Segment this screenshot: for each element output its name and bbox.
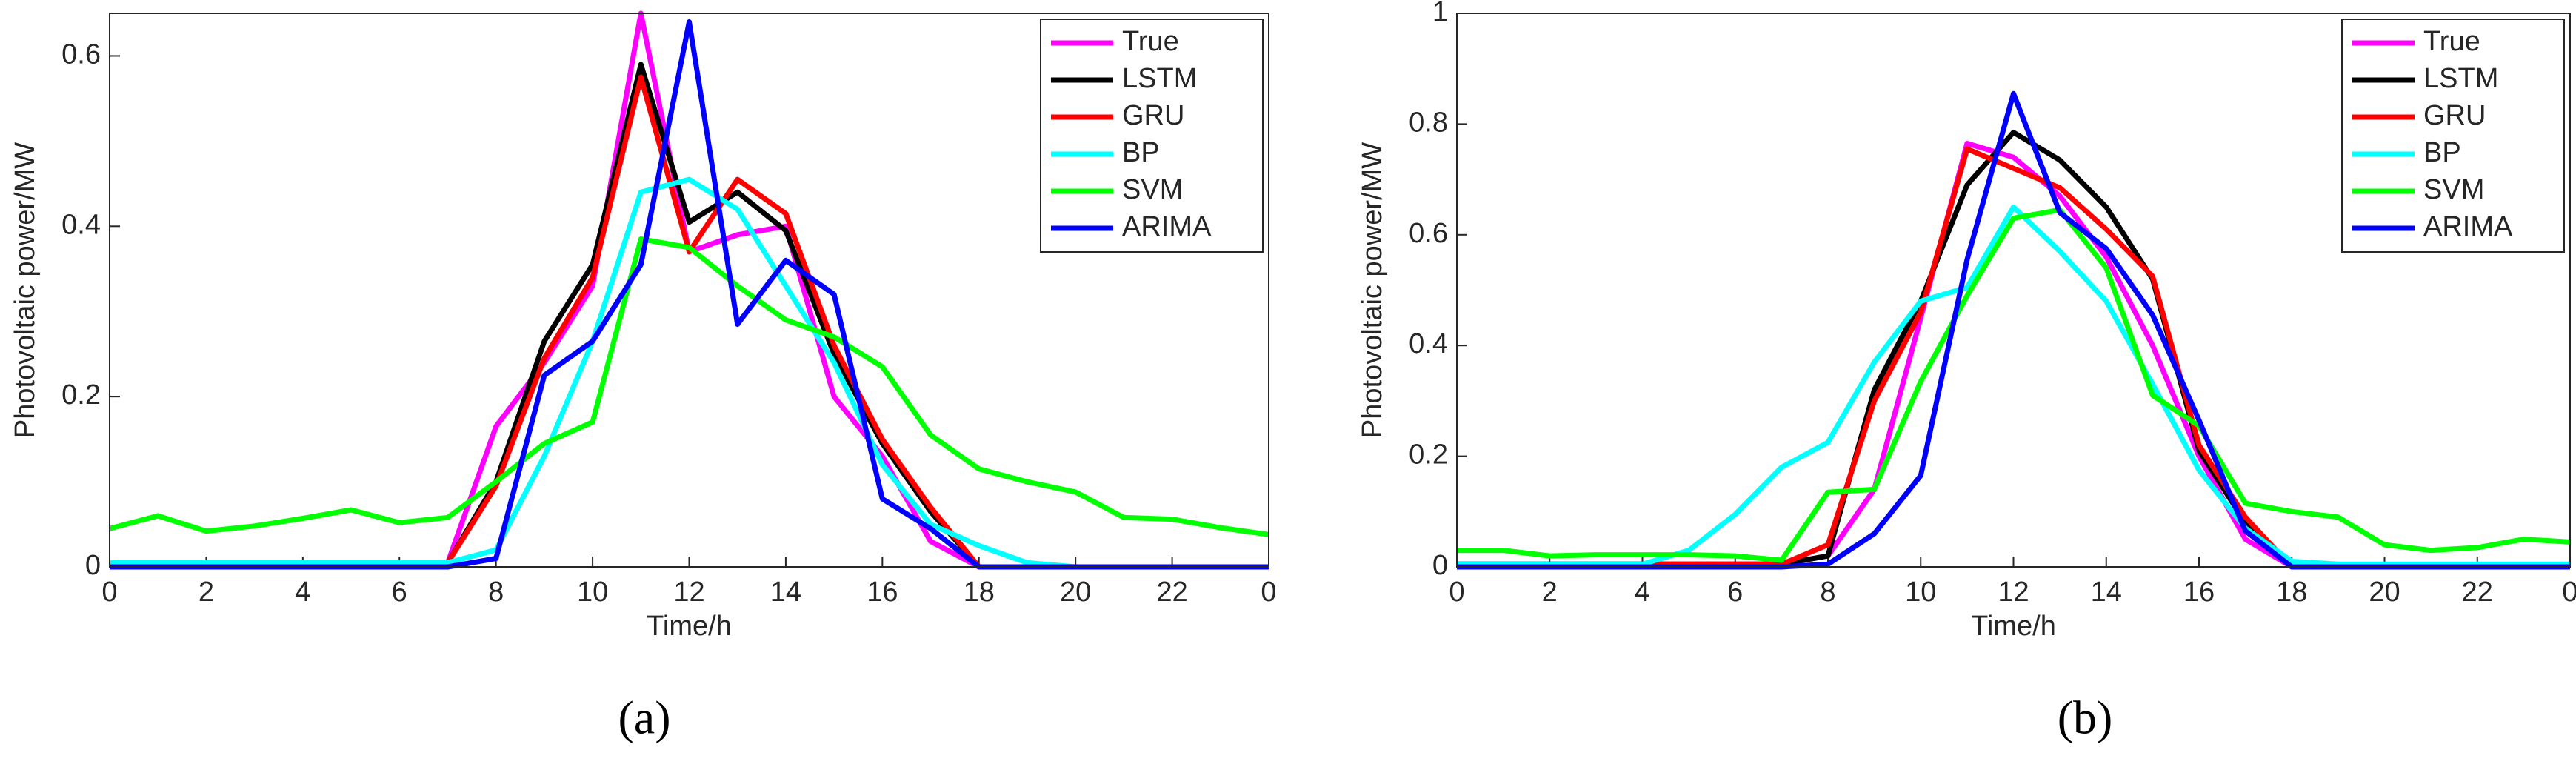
x-tick-label: 6	[392, 577, 407, 608]
x-tick-label: 10	[577, 577, 608, 608]
y-tick-label: 0.4	[61, 209, 101, 240]
legend-label: GRU	[1122, 100, 1184, 131]
x-tick-label: 10	[1905, 577, 1936, 608]
legend-label: LSTM	[1122, 63, 1197, 94]
x-tick-label: 20	[1060, 577, 1091, 608]
series-line	[1457, 204, 2570, 567]
y-tick-label: 0	[85, 550, 101, 581]
legend-label: SVM	[2423, 174, 2484, 205]
legend-label: GRU	[2423, 100, 2486, 131]
y-tick-label: 0.2	[61, 379, 101, 411]
legend-label: SVM	[1122, 174, 1183, 205]
y-tick-label: 0.8	[1409, 107, 1448, 138]
legend-label: True	[1122, 26, 1179, 57]
x-tick-label: 22	[2462, 577, 2493, 608]
y-tick-label: 1	[1432, 0, 1448, 27]
x-tick-label: 14	[770, 577, 801, 608]
x-tick-label: 8	[488, 577, 504, 608]
legend-box	[2341, 19, 2565, 253]
x-tick-label: 0	[2562, 577, 2576, 608]
legend-label: True	[2423, 26, 2480, 57]
x-tick-label: 16	[2183, 577, 2215, 608]
legend-label: BP	[2423, 137, 2461, 168]
x-tick-label: 22	[1156, 577, 1187, 608]
x-axis-label: Time/h	[647, 611, 732, 642]
x-tick-label: 2	[1542, 577, 1558, 608]
x-tick-label: 6	[1727, 577, 1743, 608]
legend-label: BP	[1122, 137, 1160, 168]
y-axis-label: Photovoltaic power/MW	[1357, 142, 1388, 438]
y-tick-label: 0.6	[61, 39, 101, 70]
x-tick-label: 14	[2091, 577, 2122, 608]
axes-box	[109, 13, 1269, 568]
panel-label: (b)	[2058, 691, 2113, 744]
panel-label: (a)	[618, 691, 670, 744]
y-tick-label: 0.2	[1409, 439, 1448, 471]
series-line	[1457, 207, 2571, 563]
x-tick-label: 2	[198, 577, 214, 608]
x-tick-label: 0	[1261, 577, 1276, 608]
y-axis-label: Photovoltaic power/MW	[10, 142, 41, 438]
y-tick-label: 0	[1432, 550, 1448, 581]
x-axis-label: Time/h	[1971, 611, 2056, 642]
y-tick-label: 0.6	[1409, 218, 1448, 249]
x-tick-label: 18	[2276, 577, 2307, 608]
legend-label: ARIMA	[2423, 211, 2513, 242]
x-tick-label: 12	[1998, 577, 2029, 608]
legend-label: ARIMA	[1122, 211, 1212, 242]
axes-box	[1456, 13, 2571, 568]
x-tick-label: 16	[867, 577, 898, 608]
x-tick-label: 0	[101, 577, 117, 608]
x-tick-label: 12	[673, 577, 704, 608]
x-tick-label: 0	[1449, 577, 1464, 608]
y-tick-label: 0.4	[1409, 328, 1448, 359]
x-tick-label: 4	[1635, 577, 1650, 608]
x-tick-label: 8	[1820, 577, 1835, 608]
x-tick-label: 4	[295, 577, 310, 608]
x-tick-label: 20	[2369, 577, 2400, 608]
legend-box	[1040, 19, 1264, 253]
legend-label: LSTM	[2423, 63, 2498, 94]
series-line	[109, 236, 1269, 537]
x-tick-label: 18	[964, 577, 995, 608]
